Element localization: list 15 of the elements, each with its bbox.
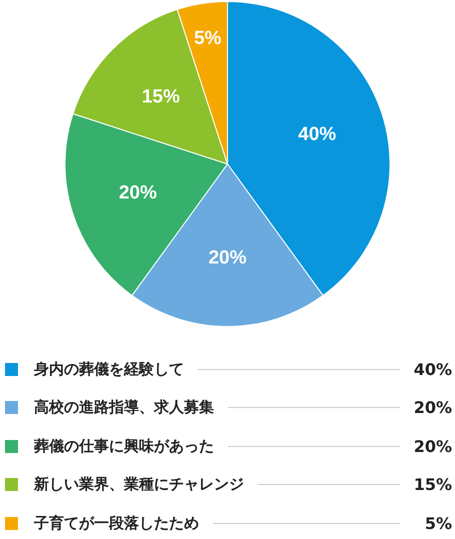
legend-label: 身内の葬儀を経験して <box>34 360 184 379</box>
legend-label: 子育てが一段落したため <box>34 514 199 533</box>
text: 15% <box>414 475 452 494</box>
data-label: 20% <box>118 182 157 204</box>
text: 5% <box>424 514 452 533</box>
legend-label: 葬儀の仕事に興味があった <box>34 436 214 456</box>
data-label: 40% <box>298 124 336 146</box>
text: 20% <box>414 436 452 456</box>
data-label: 20% <box>208 247 247 268</box>
legend-label: 新しい業界、業種にチャレンジ <box>34 475 244 494</box>
data-label: 15% <box>142 86 180 108</box>
legend-label: 高校の進路指導、求人募集 <box>34 398 214 418</box>
data-label: 5% <box>194 28 222 50</box>
text: 40% <box>414 360 452 379</box>
text: 20% <box>414 398 452 418</box>
